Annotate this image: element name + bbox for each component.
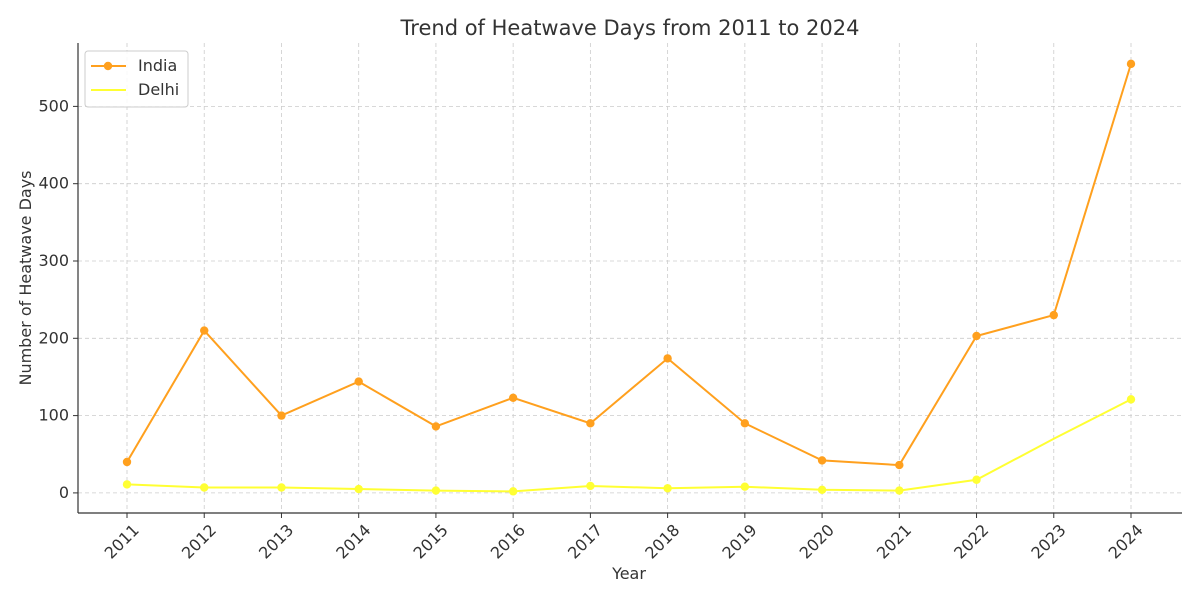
y-ticks: 0 100 200 300 400 500 <box>38 96 78 502</box>
data-point <box>277 411 286 420</box>
y-tick-label: 400 <box>38 174 69 193</box>
data-point <box>817 456 827 465</box>
y-tick-label: 200 <box>38 328 69 347</box>
grid <box>78 43 1182 513</box>
y-tick-label: 0 <box>59 483 69 502</box>
x-tick-label: 2015 <box>410 520 452 562</box>
legend-label: India <box>138 56 177 75</box>
x-ticks: 2011 2012 2013 2014 2015 2016 2017 2018 2019 2020… <box>101 513 1147 563</box>
series-group <box>122 59 1136 496</box>
series-delhi <box>122 395 1136 496</box>
series-line <box>126 63 1132 467</box>
data-point <box>508 487 518 496</box>
data-point <box>972 475 981 484</box>
data-point <box>200 326 209 335</box>
x-tick-label: 2023 <box>1027 520 1069 562</box>
data-point <box>586 481 595 491</box>
data-point <box>740 419 750 428</box>
data-point <box>122 480 132 489</box>
data-point <box>277 483 286 492</box>
data-point <box>354 377 363 386</box>
data-point <box>972 331 981 341</box>
data-point <box>200 483 209 492</box>
data-point <box>122 457 132 467</box>
x-tick-label: 2024 <box>1105 520 1147 562</box>
x-tick-label: 2012 <box>178 520 220 562</box>
data-point <box>895 460 904 470</box>
legend-item-delhi: Delhi <box>91 80 179 99</box>
x-tick-label: 2022 <box>950 520 992 562</box>
data-point <box>1126 395 1136 404</box>
x-tick-label: 2020 <box>796 520 838 562</box>
legend: India Delhi <box>84 50 189 108</box>
x-tick-label: 2018 <box>641 520 683 562</box>
legend-marker <box>103 61 113 71</box>
x-tick-label: 2016 <box>487 520 529 562</box>
data-point <box>1126 59 1136 69</box>
data-point <box>508 393 518 403</box>
series-india <box>122 59 1136 470</box>
x-tick-label: 2017 <box>564 520 606 562</box>
data-point <box>431 422 441 431</box>
x-tick-label: 2019 <box>718 520 760 562</box>
x-tick-label: 2014 <box>332 520 374 562</box>
y-tick-label: 100 <box>38 406 69 425</box>
x-axis-label: Year <box>611 564 646 583</box>
axes <box>77 43 1182 514</box>
data-point <box>663 354 672 363</box>
y-axis-label: Number of Heatwave Days <box>16 170 35 385</box>
y-tick-label: 300 <box>38 251 69 270</box>
data-point <box>817 485 827 495</box>
data-point <box>431 486 441 495</box>
legend-label: Delhi <box>138 80 179 99</box>
data-point <box>354 484 363 494</box>
x-tick-label: 2013 <box>255 520 297 562</box>
data-point <box>1049 310 1058 320</box>
data-point <box>740 482 750 491</box>
x-tick-label: 2021 <box>873 520 915 562</box>
data-point <box>586 419 595 428</box>
legend-item-india: India <box>91 56 177 75</box>
data-point <box>663 484 672 493</box>
x-tick-label: 2011 <box>101 520 143 562</box>
data-point <box>895 486 904 495</box>
series-line <box>126 398 1132 493</box>
y-tick-label: 500 <box>38 96 69 115</box>
chart-title: Trend of Heatwave Days from 2011 to 2024 <box>400 16 860 40</box>
